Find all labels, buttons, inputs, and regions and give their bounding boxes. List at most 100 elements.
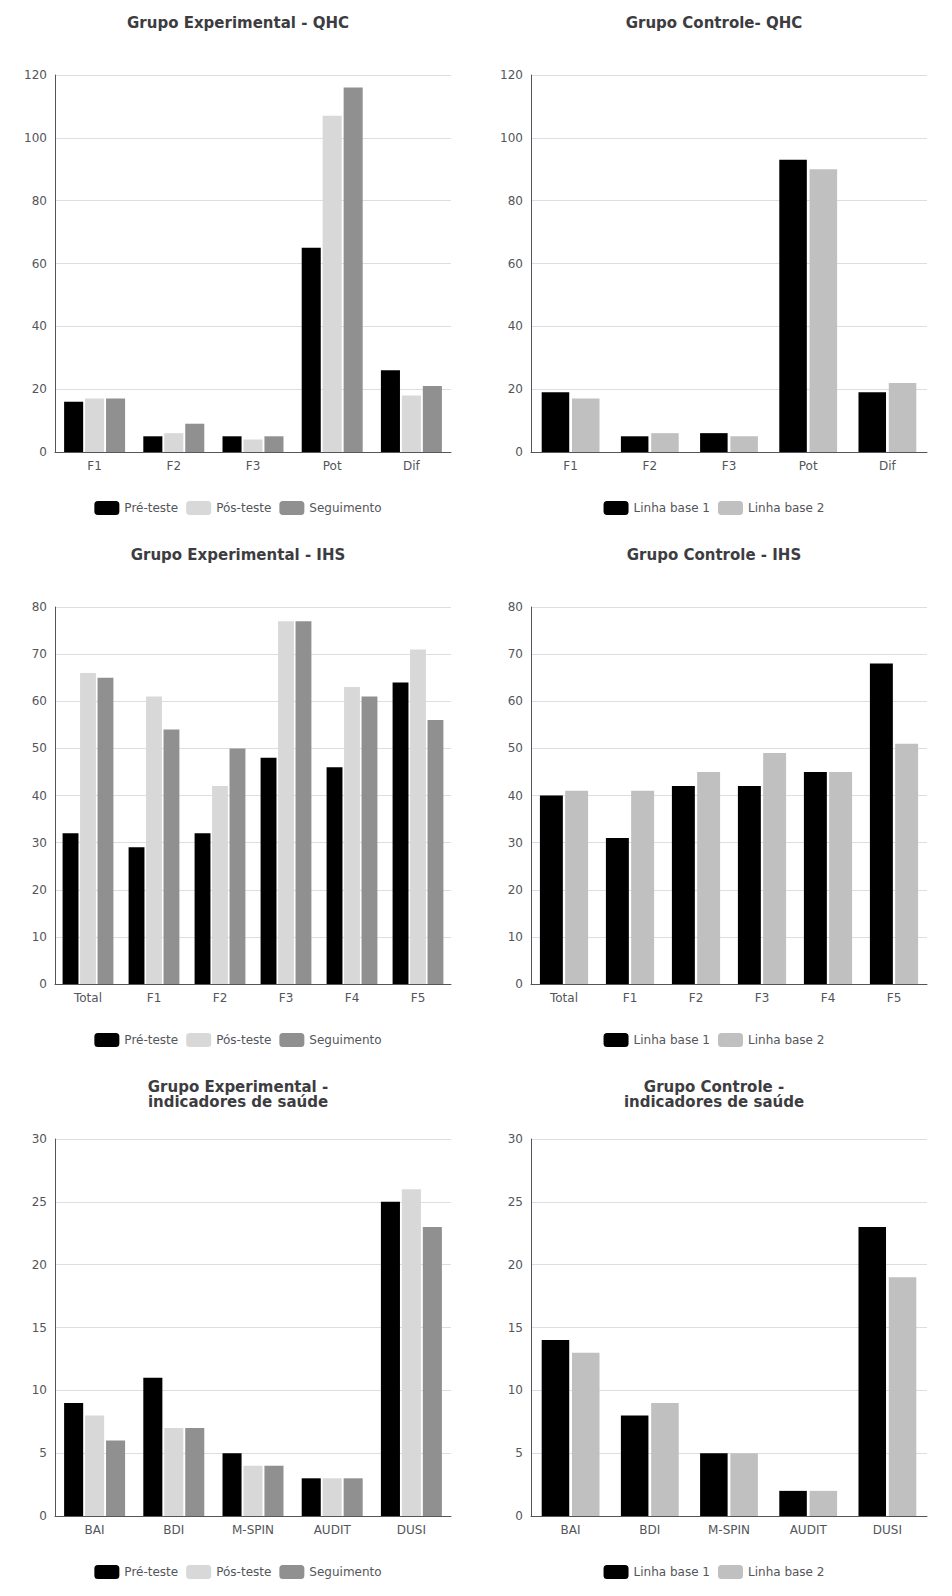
svg-text:25: 25 — [508, 1195, 523, 1209]
svg-text:0: 0 — [515, 445, 523, 459]
svg-text:10: 10 — [508, 1383, 523, 1397]
svg-text:30: 30 — [32, 836, 47, 850]
svg-text:Seguimento: Seguimento — [309, 1033, 381, 1047]
svg-text:0: 0 — [39, 445, 47, 459]
svg-text:Pot: Pot — [799, 459, 818, 473]
svg-text:80: 80 — [32, 600, 47, 614]
svg-text:20: 20 — [32, 883, 47, 897]
svg-text:F1: F1 — [147, 991, 162, 1005]
svg-text:30: 30 — [32, 1132, 47, 1146]
svg-text:120: 120 — [500, 68, 523, 82]
svg-text:40: 40 — [32, 789, 47, 803]
svg-text:0: 0 — [39, 977, 47, 991]
svg-text:100: 100 — [500, 131, 523, 145]
svg-text:30: 30 — [508, 1132, 523, 1146]
svg-text:15: 15 — [32, 1321, 47, 1335]
svg-text:F2: F2 — [643, 459, 658, 473]
svg-text:Pré-teste: Pré-teste — [124, 501, 178, 515]
svg-text:0: 0 — [515, 1509, 523, 1523]
svg-text:20: 20 — [32, 382, 47, 396]
svg-text:F4: F4 — [345, 991, 360, 1005]
svg-text:F2: F2 — [167, 459, 182, 473]
svg-text:70: 70 — [32, 647, 47, 661]
svg-text:Total: Total — [549, 991, 578, 1005]
svg-text:60: 60 — [508, 257, 523, 271]
svg-text:F1: F1 — [623, 991, 638, 1005]
svg-text:Pós-teste: Pós-teste — [216, 501, 271, 515]
svg-text:M-SPIN: M-SPIN — [708, 1523, 750, 1537]
svg-text:100: 100 — [24, 131, 47, 145]
svg-text:F5: F5 — [411, 991, 426, 1005]
svg-text:F5: F5 — [887, 991, 902, 1005]
svg-text:Pot: Pot — [323, 459, 342, 473]
svg-text:AUDIT: AUDIT — [314, 1523, 352, 1537]
svg-text:15: 15 — [508, 1321, 523, 1335]
svg-text:F1: F1 — [87, 459, 102, 473]
svg-text:Linha base 1: Linha base 1 — [634, 501, 710, 515]
svg-text:Linha base 1: Linha base 1 — [634, 1565, 710, 1579]
svg-text:10: 10 — [32, 930, 47, 944]
svg-text:10: 10 — [508, 930, 523, 944]
svg-text:F3: F3 — [722, 459, 737, 473]
svg-text:80: 80 — [508, 600, 523, 614]
svg-text:Grupo Controle- QHC: Grupo Controle- QHC — [626, 14, 803, 32]
svg-text:60: 60 — [32, 257, 47, 271]
svg-text:Total: Total — [73, 991, 102, 1005]
svg-text:Linha base 2: Linha base 2 — [748, 501, 824, 515]
svg-text:Linha base 2: Linha base 2 — [748, 1033, 824, 1047]
svg-text:Linha base 1: Linha base 1 — [634, 1033, 710, 1047]
svg-text:M-SPIN: M-SPIN — [232, 1523, 274, 1537]
svg-text:F3: F3 — [279, 991, 294, 1005]
svg-text:20: 20 — [508, 883, 523, 897]
svg-text:20: 20 — [508, 382, 523, 396]
svg-text:25: 25 — [32, 1195, 47, 1209]
svg-text:80: 80 — [32, 194, 47, 208]
svg-text:60: 60 — [508, 694, 523, 708]
svg-text:70: 70 — [508, 647, 523, 661]
svg-text:0: 0 — [515, 977, 523, 991]
svg-text:20: 20 — [32, 1258, 47, 1272]
svg-text:DUSI: DUSI — [873, 1523, 902, 1537]
svg-text:F4: F4 — [821, 991, 836, 1005]
svg-text:BDI: BDI — [639, 1523, 660, 1537]
svg-text:Grupo Experimental -: Grupo Experimental - — [147, 1077, 329, 1096]
svg-text:120: 120 — [24, 68, 47, 82]
svg-text:50: 50 — [32, 741, 47, 755]
svg-text:Pós-teste: Pós-teste — [216, 1565, 271, 1579]
svg-text:40: 40 — [32, 319, 47, 333]
svg-text:F1: F1 — [563, 459, 578, 473]
svg-text:Dif: Dif — [879, 459, 897, 473]
svg-text:BAI: BAI — [85, 1523, 105, 1537]
svg-text:5: 5 — [515, 1446, 523, 1460]
svg-text:indicadores de saúde: indicadores de saúde — [624, 1093, 804, 1111]
svg-text:F3: F3 — [246, 459, 261, 473]
svg-text:40: 40 — [508, 319, 523, 333]
svg-text:20: 20 — [508, 1258, 523, 1272]
svg-text:Grupo Experimental - QHC: Grupo Experimental - QHC — [127, 14, 349, 32]
svg-text:50: 50 — [508, 741, 523, 755]
svg-text:DUSI: DUSI — [397, 1523, 426, 1537]
svg-text:F3: F3 — [755, 991, 770, 1005]
svg-text:F2: F2 — [213, 991, 228, 1005]
svg-text:30: 30 — [508, 836, 523, 850]
svg-text:Pré-teste: Pré-teste — [124, 1565, 178, 1579]
svg-text:Grupo Controle - IHS: Grupo Controle - IHS — [627, 546, 801, 564]
svg-text:5: 5 — [39, 1446, 47, 1460]
svg-text:10: 10 — [32, 1383, 47, 1397]
svg-text:Pré-teste: Pré-teste — [124, 1033, 178, 1047]
svg-text:Pós-teste: Pós-teste — [216, 1033, 271, 1047]
svg-text:indicadores de saúde: indicadores de saúde — [148, 1093, 328, 1111]
svg-text:BDI: BDI — [163, 1523, 184, 1537]
svg-text:BAI: BAI — [561, 1523, 581, 1537]
svg-text:80: 80 — [508, 194, 523, 208]
svg-text:Grupo Experimental - IHS: Grupo Experimental - IHS — [131, 546, 346, 564]
svg-text:Dif: Dif — [403, 459, 421, 473]
svg-text:Seguimento: Seguimento — [309, 501, 381, 515]
svg-text:AUDIT: AUDIT — [790, 1523, 828, 1537]
svg-text:0: 0 — [39, 1509, 47, 1523]
svg-text:F2: F2 — [689, 991, 704, 1005]
svg-text:60: 60 — [32, 694, 47, 708]
svg-text:Seguimento: Seguimento — [309, 1565, 381, 1579]
svg-text:Linha base 2: Linha base 2 — [748, 1565, 824, 1579]
svg-text:40: 40 — [508, 789, 523, 803]
